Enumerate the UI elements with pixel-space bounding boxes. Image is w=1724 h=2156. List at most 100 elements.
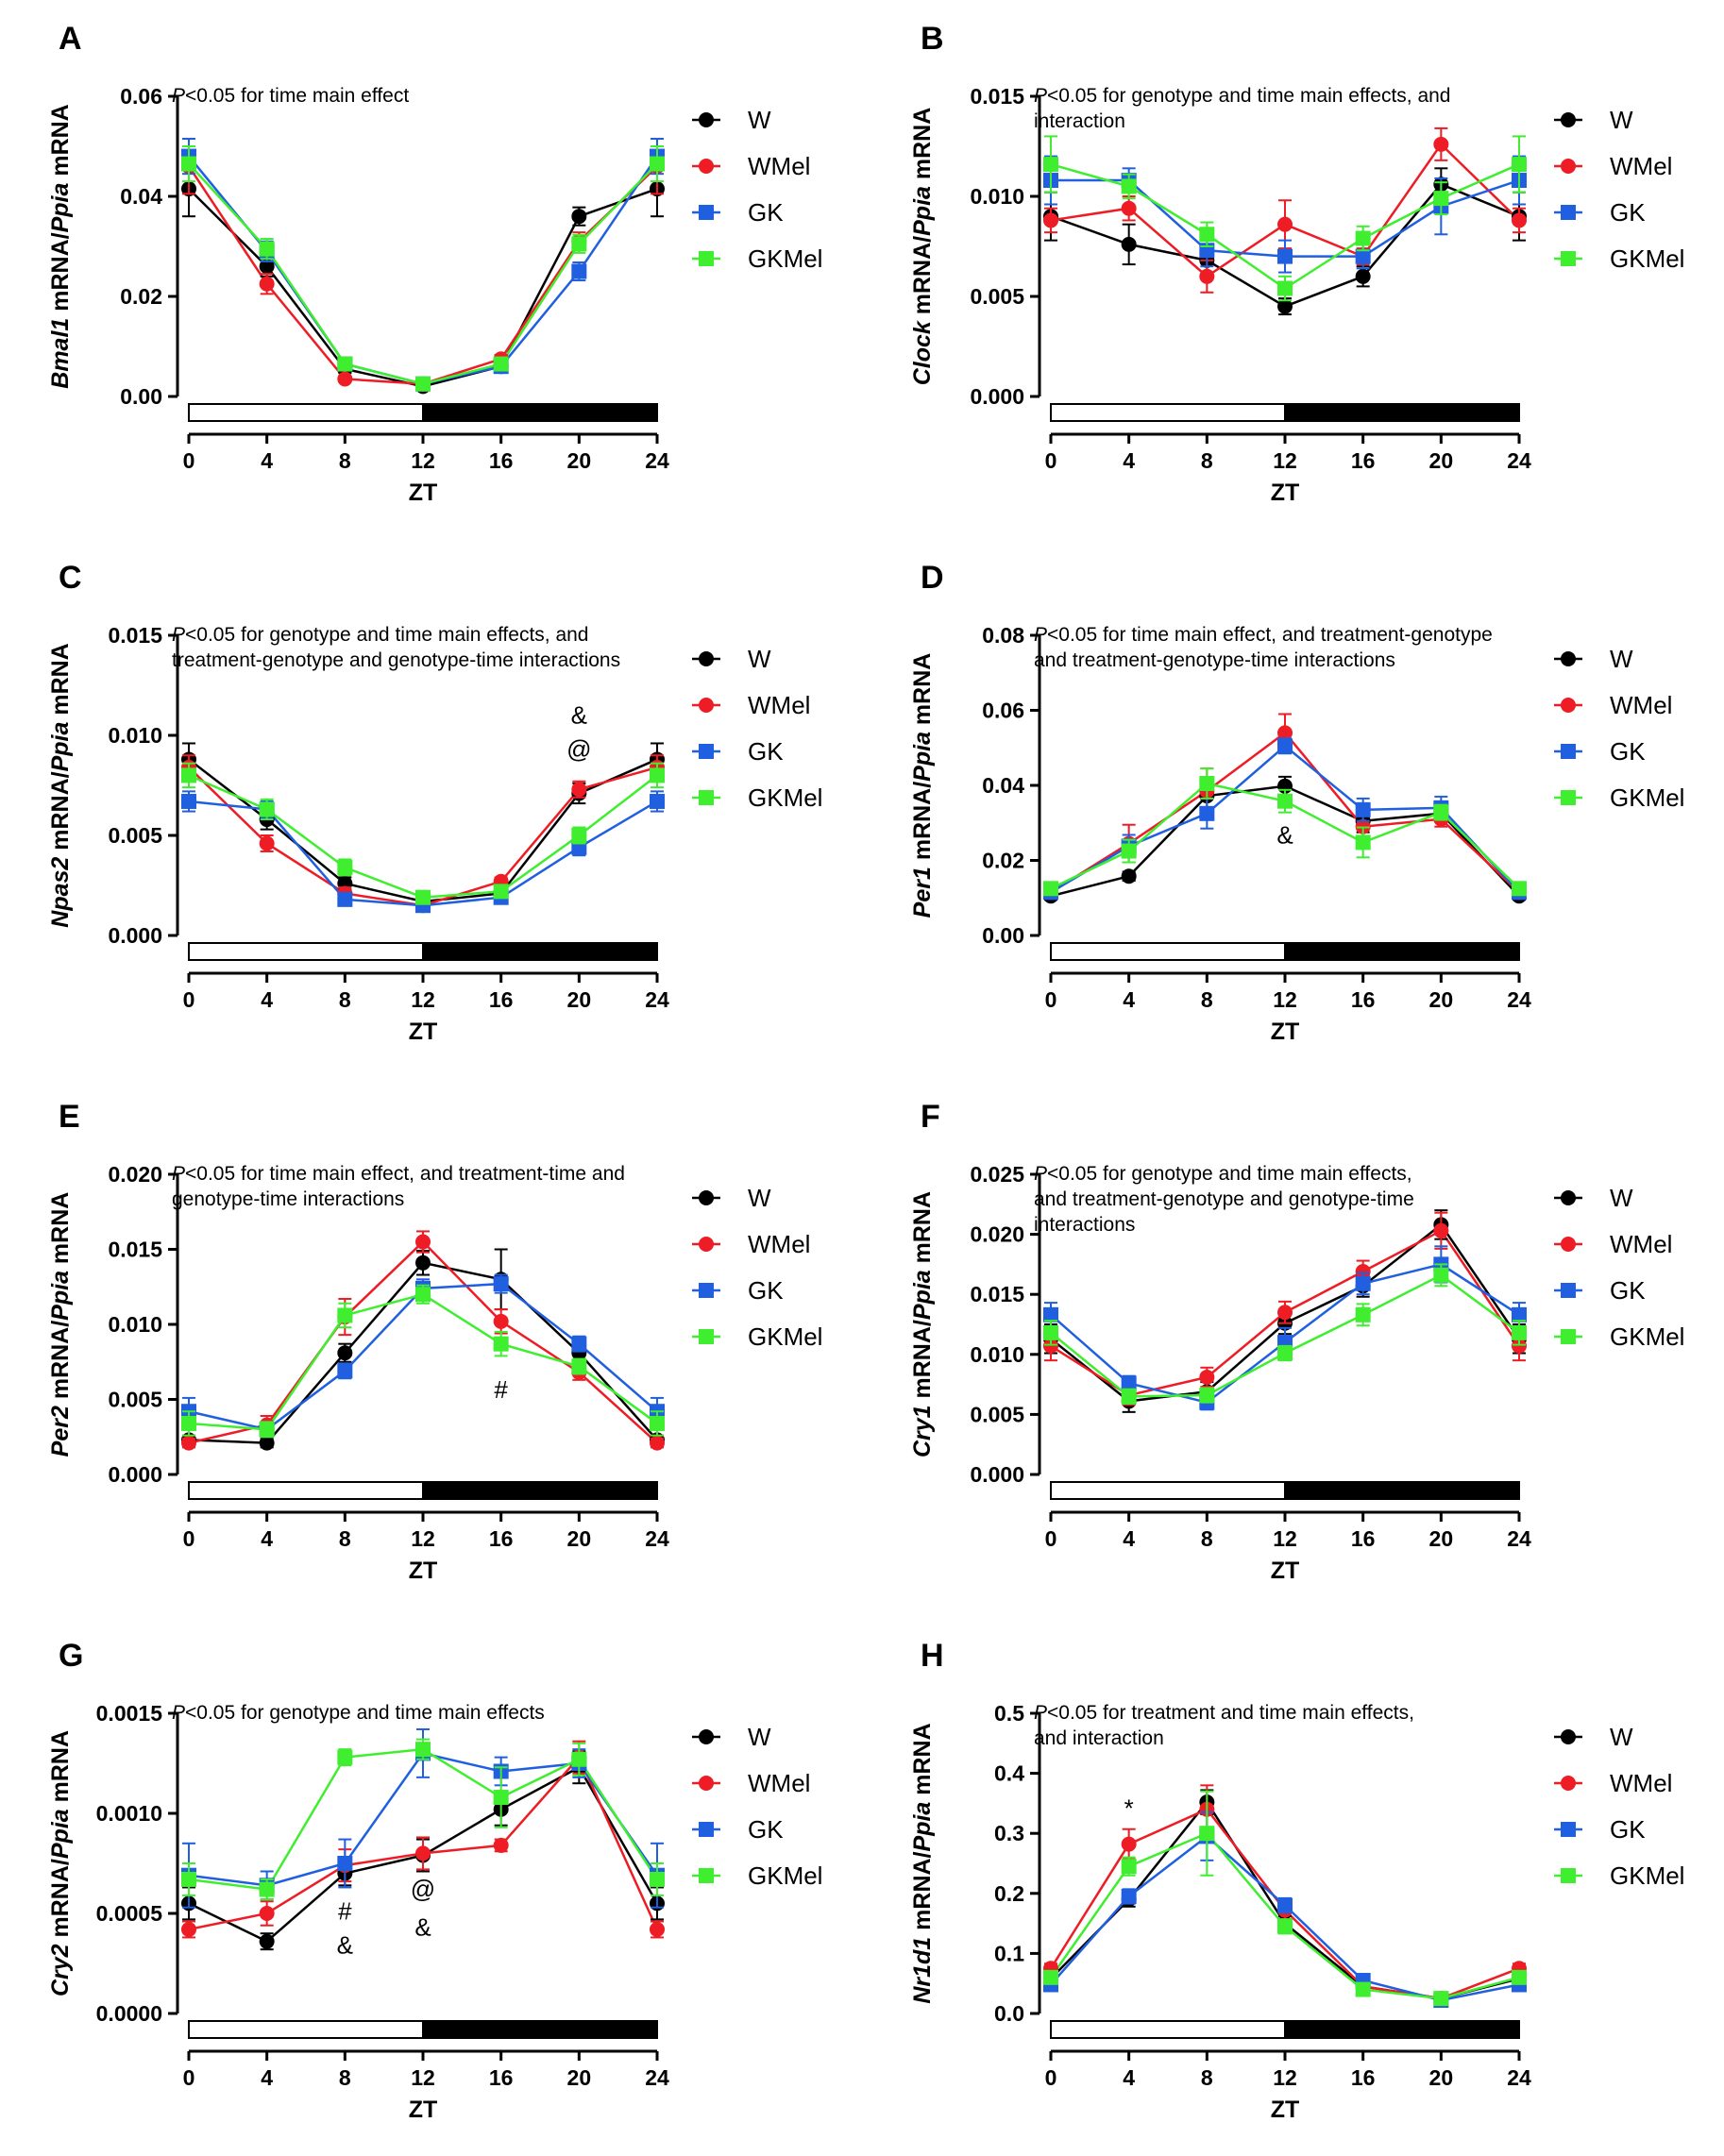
point-gkmel [259,1881,275,1897]
point-gkmel [650,1415,665,1431]
x-axis-title: ZT [1271,1558,1300,1584]
legend-marker [1561,651,1576,666]
y-tick-label: 0.015 [108,1238,162,1262]
x-tick-label: 0 [183,448,195,473]
point-gkmel [1121,1859,1137,1875]
point-gk [337,1363,353,1379]
point-gkmel [337,1749,353,1765]
point-gkmel [1277,793,1293,809]
legend-marker [699,744,714,759]
stats-note-line: P<0.05 for time main effect, and treatme… [172,1163,625,1185]
y-tick-label: 0.2 [994,1881,1024,1906]
x-tick-label: 24 [645,1526,669,1551]
point-wmel [493,1837,509,1853]
x-tick-label: 24 [1507,448,1531,473]
y-tick-label: 0.5 [994,1701,1024,1726]
x-tick-label: 4 [261,2065,273,2090]
point-wmel [1277,725,1293,741]
y-tick-label: 0.0000 [96,2001,162,2026]
y-axis-title: Per1 mRNA/Ppia mRNA [909,653,936,918]
x-tick-label: 8 [1201,1526,1213,1551]
legend-item-gk: GK [1554,737,1646,766]
legend-marker [699,159,714,174]
y-tick-label: 0.020 [970,1222,1024,1247]
point-gkmel [493,356,509,372]
panel-label: H [921,1638,944,1674]
point-w [1277,298,1293,314]
point-w [337,1345,353,1361]
y-tick-label: 0.000 [108,923,162,948]
y-tick-label: 0.04 [120,184,162,209]
legend-label: GKMel [1610,244,1684,273]
significance-mark: @ [411,1875,435,1903]
point-gkmel [181,1871,196,1887]
x-tick-label: 16 [1351,2065,1376,2090]
point-gkmel [571,828,587,843]
y-axis-title: Per2 mRNA/Ppia mRNA [47,1192,74,1457]
point-gkmel [1433,1991,1449,2007]
legend-item-gkmel: GKMel [1554,1861,1684,1890]
legend-marker [1561,1868,1576,1883]
point-gkmel [571,236,587,252]
stats-note-line: P<0.05 for genotype and time main effect… [1034,1163,1412,1185]
legend-marker [699,205,714,220]
x-tick-label: 24 [1507,2065,1531,2090]
point-gkmel [415,376,431,392]
series-line-w [188,187,658,388]
legend-label: W [1610,645,1633,673]
point-gkmel [1512,1969,1527,1985]
x-tick-label: 8 [339,448,351,473]
stats-note-line: P<0.05 for time main effect [172,85,409,107]
x-tick-label: 8 [1201,2065,1213,2090]
point-wmel [181,1435,196,1451]
point-gkmel [493,1336,509,1352]
point-wmel [181,1921,196,1937]
legend-item-w: W [1554,106,1633,134]
y-tick-label: 0.06 [982,699,1024,723]
stats-note-line: and interaction [1034,1727,1164,1749]
significance-mark: & [337,1930,353,1959]
point-gkmel [337,1307,353,1323]
point-wmel [259,1906,275,1921]
legend-label: WMel [1610,152,1672,180]
legend-label: W [748,1723,771,1751]
series-line-gk [188,1282,658,1431]
legend-item-w: W [692,106,771,134]
legend-item-w: W [692,1723,771,1751]
legend-marker [699,1776,714,1791]
x-tick-label: 12 [411,1526,435,1551]
point-gkmel [1199,776,1215,792]
y-tick-label: 0.010 [108,1312,162,1337]
legend-marker [699,1329,714,1344]
x-tick-label: 8 [339,987,351,1012]
legend-marker [1561,790,1576,805]
y-tick-label: 0.00 [982,923,1024,948]
y-tick-label: 0.015 [970,1282,1024,1306]
x-axis-title: ZT [409,1019,438,1045]
x-tick-label: 24 [645,2065,669,2090]
point-gk [571,263,587,279]
x-axis-title: ZT [1271,1019,1300,1045]
legend-item-wmel: WMel [692,1769,810,1797]
series-line-wmel [188,766,658,907]
point-gkmel [337,356,353,372]
panel-e: E 0.000 0.005 0.010 0.015 0.020 Per2 mRNA/Ppia… [0,1078,862,1617]
point-gkmel [1277,280,1293,296]
point-gk [1355,248,1371,264]
legend-item-wmel: WMel [1554,1769,1672,1797]
y-tick-label: 0.000 [108,1462,162,1487]
chart-svg: G 0.0000 0.0005 0.0010 0.0015 Cry2 mRNA/Ppia … [47,1638,822,2123]
legend-marker [1561,1776,1576,1791]
legend-marker [1561,1822,1576,1837]
point-wmel [259,276,275,292]
stats-note-line: P<0.05 for genotype and time main effect… [172,624,589,646]
chart-svg: B 0.000 0.005 0.010 0.015 Clock mRNA/Ppia mRN… [909,21,1684,506]
point-gkmel [259,801,275,817]
dark-phase-bar [1284,2020,1520,2039]
x-tick-label: 4 [1123,2065,1135,2090]
point-gk [1121,1888,1137,1904]
legend-marker [699,251,714,266]
light-phase-bar [1050,1481,1286,1500]
legend-item-gkmel: GKMel [692,244,822,273]
legend-marker [699,1283,714,1298]
